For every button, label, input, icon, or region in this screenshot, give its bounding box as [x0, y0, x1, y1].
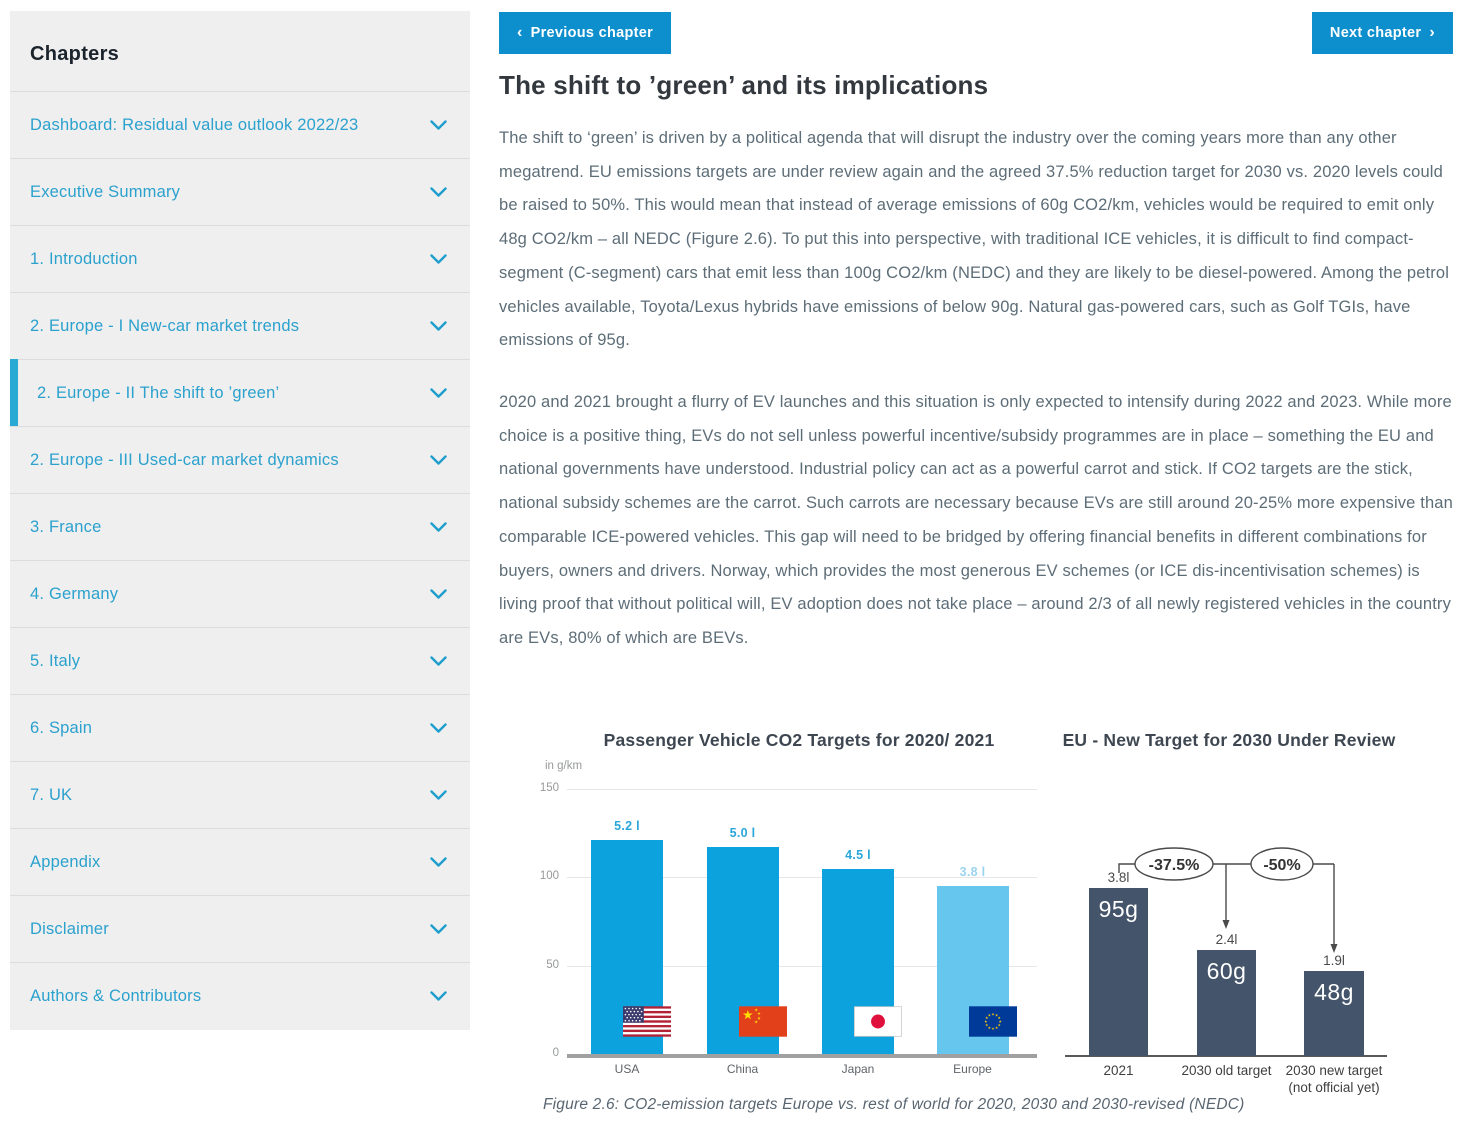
reduction-badge-37: -37.5%: [1149, 857, 1200, 874]
chevron-down-icon: [430, 321, 447, 331]
x-tick-label: 2021: [1103, 1063, 1134, 1078]
chevron-down-icon: [430, 522, 447, 532]
china-flag-icon: [739, 1006, 787, 1037]
x-tick-label: 2030 new target (not official yet): [1285, 1063, 1383, 1095]
reduction-annotations: -37.5% -50%: [1118, 847, 1338, 953]
bar-value-label: 48g: [1314, 979, 1354, 1006]
y-tick-label: 0: [552, 1047, 559, 1059]
chevron-down-icon: [430, 120, 447, 130]
chapter-label: 3. France: [30, 517, 102, 536]
sidebar-chapter-item[interactable]: 6. Spain: [10, 694, 470, 761]
chevron-down-icon: [430, 589, 447, 599]
bar-value-label: 5.0 l: [729, 826, 756, 841]
sidebar-chapter-item[interactable]: Executive Summary: [10, 158, 470, 225]
x-tick-label: 2030 old target: [1181, 1063, 1272, 1078]
chapter-label: 4. Germany: [30, 584, 119, 603]
bar-value-label: 95g: [1098, 896, 1139, 923]
gridline: [567, 965, 1037, 967]
chapter-label: 5. Italy: [30, 651, 81, 670]
chevron-down-icon: [430, 388, 447, 398]
chapter-list: Dashboard: Residual value outlook 2022/2…: [10, 91, 470, 1029]
x-tick-label: Japan: [841, 1062, 875, 1076]
chevron-down-icon: [430, 187, 447, 197]
chevron-down-icon: [430, 790, 447, 800]
page-title: The shift to ’green’ and its implication…: [499, 70, 989, 100]
right-chart-title: EU - New Target for 2030 Under Review: [1062, 730, 1396, 750]
chapter-label: Appendix: [30, 852, 101, 871]
sidebar-chapter-item[interactable]: 2. Europe - III Used-car market dynamics: [10, 426, 470, 493]
sidebar-chapter-item[interactable]: Appendix: [10, 828, 470, 895]
chapter-label: 1. Introduction: [30, 249, 138, 268]
next-chapter-button[interactable]: Next chapter ›: [1311, 12, 1453, 54]
x-tick-label: China: [726, 1062, 759, 1076]
chevron-down-icon: [430, 455, 447, 465]
sidebar-chapter-item[interactable]: Dashboard: Residual value outlook 2022/2…: [10, 91, 470, 158]
bar-value-label: 60g: [1206, 958, 1247, 984]
sidebar-title: Chapters: [30, 43, 120, 65]
co2-targets-bar-chart: Passenger Vehicle CO2 Targets for 2020/ …: [499, 702, 1044, 1087]
chapters-sidebar: Chapters Dashboard: Residual value outlo…: [10, 11, 470, 1030]
next-chapter-label: Next chapter: [1329, 25, 1422, 41]
chevron-right-icon: ›: [1429, 24, 1435, 41]
chevron-down-icon: [430, 924, 447, 934]
chevron-down-icon: [430, 857, 447, 867]
chevron-down-icon: [430, 991, 447, 1001]
reduction-badge-50: -50%: [1263, 857, 1300, 874]
chevron-down-icon: [430, 254, 447, 264]
previous-chapter-button[interactable]: ‹ Previous chapter: [499, 12, 672, 54]
y-tick-label: 150: [539, 782, 559, 794]
bar-2030-old-target: [1197, 950, 1256, 1056]
eu-flag-icon: [969, 1006, 1017, 1037]
chevron-down-icon: [430, 656, 447, 666]
sidebar-chapter-item[interactable]: 7. UK: [10, 761, 470, 828]
chapter-label: Dashboard: Residual value outlook 2022/2…: [30, 115, 359, 134]
x-tick-label: Europe: [953, 1062, 992, 1076]
sidebar-chapter-item[interactable]: Disclaimer: [10, 895, 470, 962]
sidebar-chapter-item[interactable]: 3. France: [10, 493, 470, 560]
japan-flag-icon: [854, 1006, 902, 1037]
eu-target-bar-chart: EU - New Target for 2030 Under Review -3…: [1059, 702, 1399, 1095]
sidebar-chapter-item[interactable]: 2. Europe - I New-car market trends: [10, 292, 470, 359]
sidebar-chapter-item[interactable]: 5. Italy: [10, 627, 470, 694]
left-chart-unit-label: in g/km: [545, 760, 583, 772]
bar-value-label: 4.5 l: [845, 847, 871, 862]
sidebar-chapter-item[interactable]: Authors & Contributors: [10, 962, 470, 1029]
y-tick-label: 50: [546, 958, 559, 971]
article-paragraph-1: The shift to ‘green’ is driven by a poli…: [499, 129, 1450, 350]
sidebar-chapter-item[interactable]: 2. Europe - II The shift to ’green’: [10, 359, 470, 426]
chapter-label: 2. Europe - II The shift to ’green’: [37, 383, 280, 402]
sidebar-chapter-item[interactable]: 4. Germany: [10, 560, 470, 627]
figure-caption: Figure 2.6: CO2-emission targets Europe …: [543, 1096, 1245, 1113]
sidebar-chapter-item[interactable]: 1. Introduction: [10, 225, 470, 292]
chevron-left-icon: ‹: [517, 24, 523, 41]
bar-value-label: 5.2 l: [614, 819, 640, 834]
bar-litre-label: 2.4l: [1215, 932, 1238, 947]
article-paragraph-2: 2020 and 2021 brought a flurry of EV lau…: [499, 393, 1453, 647]
chapter-label: Disclaimer: [30, 919, 110, 938]
chapter-label: Executive Summary: [30, 182, 181, 201]
bar-litre-label: 3.8l: [1107, 870, 1130, 886]
gridline: [567, 877, 1037, 879]
chapter-label: 2. Europe - I New-car market trends: [30, 316, 300, 335]
x-axis-line: [567, 1054, 1037, 1058]
chevron-down-icon: [430, 723, 447, 733]
chapter-label: 2. Europe - III Used-car market dynamics: [30, 450, 339, 469]
gridline: [567, 789, 1037, 790]
previous-chapter-label: Previous chapter: [530, 25, 654, 41]
bar-litre-label: 1.9l: [1323, 953, 1345, 969]
usa-flag-icon: [623, 1006, 671, 1037]
bar-2030-new-target: [1304, 971, 1364, 1056]
left-chart-title: Passenger Vehicle CO2 Targets for 2020/ …: [603, 730, 995, 750]
chapter-label: Authors & Contributors: [30, 986, 202, 1005]
right-chart-axis-line: [1065, 1055, 1387, 1057]
bar-value-label: 3.8 l: [959, 865, 986, 880]
x-tick-label: USA: [614, 1062, 640, 1076]
figure-2-6: Passenger Vehicle CO2 Targets for 2020/ …: [499, 702, 1455, 1095]
bar-2021: [1089, 888, 1148, 1056]
chapter-label: 6. Spain: [30, 718, 93, 737]
y-tick-label: 100: [539, 870, 559, 883]
chapter-label: 7. UK: [30, 785, 73, 804]
